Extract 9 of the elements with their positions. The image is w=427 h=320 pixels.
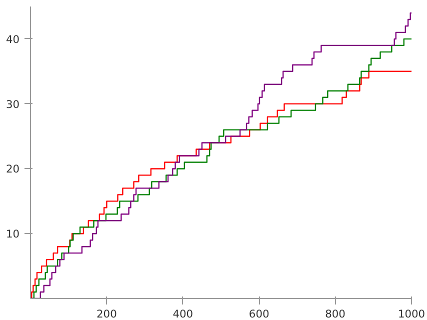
- x-tick-label: 200: [96, 308, 118, 320]
- y-tick-label: 40: [6, 32, 20, 46]
- y-tick-label: 30: [6, 98, 20, 111]
- x-tick-label: 1000: [398, 308, 426, 320]
- x-tick-label: 600: [248, 308, 270, 320]
- x-tick-label: 800: [325, 308, 346, 320]
- x-tick-label: 400: [172, 308, 194, 320]
- y-tick-label: 20: [6, 162, 20, 176]
- y-tick-label: 10: [6, 228, 20, 241]
